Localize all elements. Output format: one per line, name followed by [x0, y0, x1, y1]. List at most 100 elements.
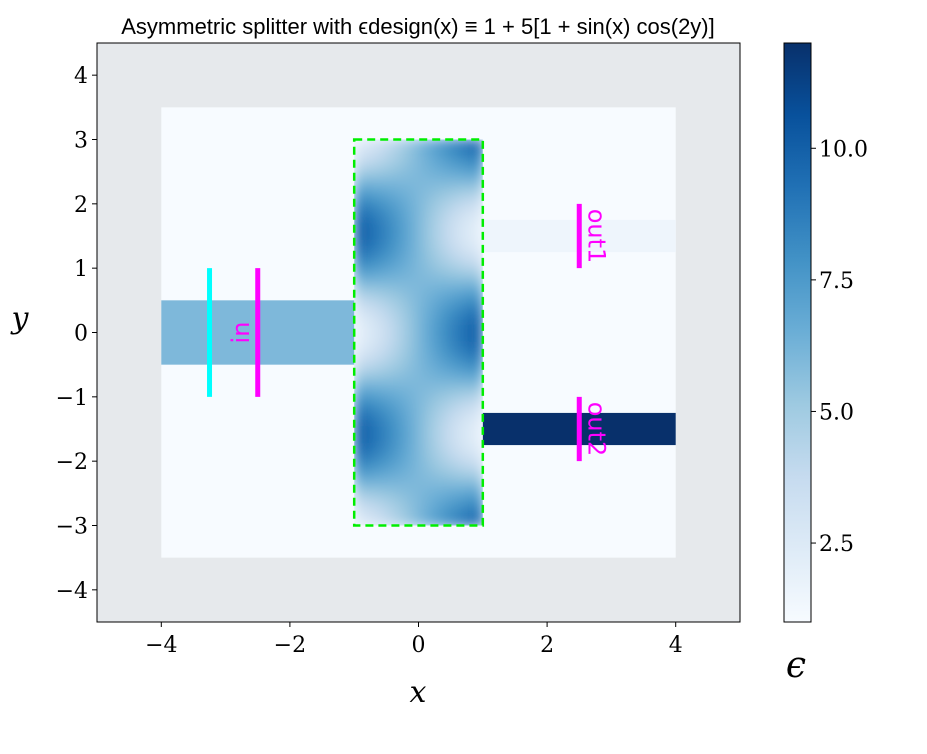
design-cell — [466, 150, 473, 157]
design-cell — [461, 300, 468, 307]
design-cell — [450, 455, 457, 462]
design-cell — [461, 455, 468, 462]
design-cell — [445, 520, 452, 526]
chart-title: Asymmetric splitter with ϵdesign(x) ≡ 1 … — [121, 14, 715, 39]
design-cell — [466, 214, 473, 221]
design-cell — [472, 455, 479, 462]
design-cell — [439, 370, 446, 376]
design-cell — [370, 504, 377, 511]
design-cell — [439, 160, 446, 167]
design-cell — [477, 166, 483, 173]
design-cell — [429, 327, 436, 334]
design-cell — [429, 348, 436, 355]
design-cell — [418, 230, 425, 237]
design-cell — [477, 359, 483, 366]
design-cell — [466, 370, 473, 376]
design-cell — [439, 396, 446, 403]
design-cell — [445, 343, 452, 350]
design-cell — [461, 214, 468, 221]
design-cell — [472, 252, 479, 259]
design-cell — [359, 246, 366, 253]
design-cell — [445, 412, 452, 419]
design-cell — [434, 193, 441, 200]
design-cell — [461, 343, 468, 350]
design-cell — [413, 150, 420, 157]
design-cell — [456, 166, 462, 173]
design-cell — [413, 305, 420, 312]
design-cell — [413, 171, 420, 178]
design-cell — [370, 139, 377, 146]
design-cell — [477, 514, 483, 521]
design-cell — [445, 450, 452, 457]
design-cell — [413, 487, 420, 494]
design-cell — [434, 434, 441, 441]
design-cell — [359, 214, 366, 221]
design-cell — [375, 278, 382, 285]
design-cell — [407, 294, 414, 301]
design-cell — [434, 477, 441, 484]
design-cell — [375, 412, 382, 419]
design-cell — [456, 294, 462, 301]
design-cell — [461, 407, 468, 414]
design-cell — [466, 166, 473, 173]
design-cell — [466, 386, 473, 393]
design-cell — [359, 294, 366, 301]
design-cell — [434, 139, 441, 146]
design-cell — [380, 455, 387, 462]
design-cell — [429, 139, 436, 146]
design-cell — [402, 214, 409, 221]
design-cell — [370, 482, 377, 489]
design-cell — [423, 187, 430, 194]
design-cell — [477, 396, 483, 403]
design-cell — [370, 193, 377, 200]
design-cell — [439, 375, 446, 382]
design-cell — [354, 327, 361, 334]
design-cell — [466, 289, 473, 296]
design-cell — [423, 284, 430, 291]
design-cell — [413, 193, 420, 200]
design-cell — [418, 294, 425, 301]
design-cell — [434, 171, 441, 178]
design-cell — [450, 487, 457, 494]
design-cell — [423, 321, 430, 328]
design-cell — [439, 262, 446, 269]
design-cell — [359, 257, 366, 264]
design-cell — [354, 236, 361, 242]
design-cell — [418, 412, 425, 419]
design-cell — [354, 300, 361, 307]
design-cell — [391, 284, 398, 291]
y-tick-label: 1 — [74, 257, 88, 282]
design-cell — [370, 214, 377, 221]
design-cell — [413, 209, 420, 216]
design-cell — [402, 370, 409, 376]
design-cell — [466, 246, 473, 253]
design-cell — [434, 219, 441, 226]
design-cell — [354, 375, 361, 382]
design-cell — [434, 252, 441, 259]
design-cell — [375, 150, 382, 157]
design-cell — [391, 230, 398, 237]
design-cell — [434, 262, 441, 269]
design-cell — [359, 171, 366, 178]
design-cell — [386, 278, 393, 285]
design-cell — [375, 471, 382, 478]
design-cell — [354, 311, 361, 318]
design-cell — [407, 391, 414, 398]
design-cell — [354, 150, 361, 157]
design-cell — [461, 150, 468, 157]
design-cell — [429, 477, 436, 484]
design-cell — [402, 332, 409, 339]
design-cell — [466, 514, 473, 521]
design-cell — [450, 177, 457, 183]
design-cell — [434, 150, 441, 157]
design-cell — [364, 514, 371, 521]
design-cell — [413, 284, 420, 291]
design-cell — [466, 219, 473, 226]
design-cell — [386, 198, 393, 205]
design-cell — [418, 316, 425, 323]
design-cell — [418, 150, 425, 157]
design-cell — [445, 198, 452, 205]
design-cell — [445, 439, 452, 446]
design-cell — [423, 498, 430, 505]
design-cell — [445, 386, 452, 393]
